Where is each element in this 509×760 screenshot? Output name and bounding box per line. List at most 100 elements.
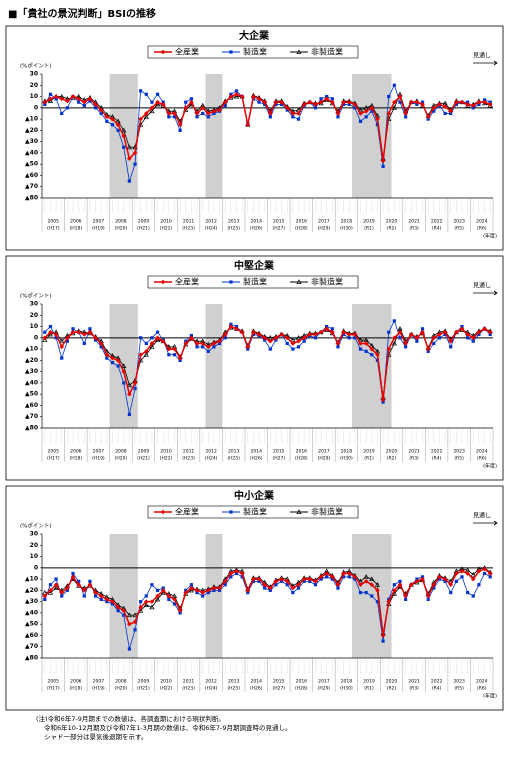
- data-point: [431, 335, 437, 341]
- era-label: (R4): [432, 686, 442, 692]
- data-point: [352, 574, 358, 580]
- era-label: (R6): [477, 456, 487, 462]
- data-point: [251, 576, 256, 582]
- data-point: [397, 582, 403, 588]
- era-label: (R5): [454, 686, 464, 692]
- y-tick-label: ▲40: [25, 609, 38, 616]
- data-point: [262, 335, 267, 341]
- panel-title: 中小企業: [234, 489, 275, 502]
- legend-marker: [229, 510, 233, 514]
- era-label: (H22): [160, 456, 173, 462]
- data-point: [274, 583, 278, 587]
- data-point: [121, 133, 127, 139]
- data-point: [155, 335, 160, 341]
- data-point: [442, 329, 448, 335]
- panel-title: 中堅企業: [234, 259, 275, 272]
- data-point: [105, 119, 109, 123]
- data-point: [143, 599, 149, 604]
- data-point: [223, 583, 227, 587]
- data-point: [415, 339, 419, 343]
- data-point: [178, 128, 182, 132]
- legend-marker: [229, 50, 233, 54]
- data-point: [335, 582, 341, 588]
- data-point: [110, 599, 115, 604]
- data-point: [460, 575, 464, 579]
- data-point: [256, 96, 262, 102]
- year-label: 2009: [138, 449, 150, 455]
- y-tick-label: 20: [30, 312, 38, 319]
- data-point: [465, 571, 470, 576]
- data-point: [194, 588, 200, 593]
- data-point: [53, 94, 59, 99]
- data-point: [188, 587, 194, 593]
- data-point: [301, 335, 307, 341]
- y-tick-label: 20: [30, 82, 38, 89]
- data-point: [42, 593, 48, 599]
- era-label: (H30): [340, 456, 353, 462]
- legend-box: [147, 45, 359, 59]
- era-label: (H17): [47, 456, 60, 462]
- data-point: [228, 571, 234, 576]
- data-point: [324, 326, 329, 332]
- data-point: [279, 332, 284, 337]
- data-point: [222, 579, 228, 584]
- data-point: [290, 341, 296, 346]
- year-label: 2008: [115, 449, 127, 455]
- era-label: (R4): [432, 456, 442, 462]
- data-point: [263, 586, 267, 590]
- data-point: [138, 116, 143, 122]
- data-point: [466, 336, 470, 340]
- data-point: [437, 336, 442, 340]
- data-point: [65, 98, 70, 104]
- data-point: [420, 576, 425, 582]
- data-point: [70, 94, 76, 99]
- era-label: (R2): [387, 226, 397, 232]
- data-point: [143, 111, 149, 116]
- data-point: [245, 122, 251, 128]
- data-point: [155, 99, 160, 105]
- y-tick-label: 10: [30, 323, 38, 330]
- era-label: (H21): [137, 226, 150, 232]
- year-label: 2012: [205, 449, 217, 455]
- legend-label: 製造業: [243, 507, 267, 517]
- data-point: [217, 585, 222, 591]
- era-label: (H29): [318, 686, 331, 692]
- data-point: [449, 345, 453, 349]
- data-point: [206, 349, 210, 353]
- data-point: [65, 335, 70, 341]
- data-point: [177, 122, 183, 128]
- y-tick-label: ▲50: [25, 391, 38, 398]
- data-point: [324, 96, 329, 102]
- year-label: 2006: [70, 219, 82, 225]
- data-point: [121, 608, 127, 613]
- data-point: [59, 590, 65, 595]
- data-point: [380, 633, 386, 638]
- data-point: [167, 597, 171, 601]
- data-point: [160, 338, 166, 344]
- data-point: [268, 585, 273, 591]
- data-point: [268, 338, 273, 344]
- data-point: [398, 100, 402, 104]
- data-point: [437, 332, 442, 337]
- data-point: [88, 327, 92, 331]
- note: シャド一部分は景気後退期を示す。: [44, 732, 147, 741]
- legend-label: 全産業: [175, 47, 199, 57]
- data-point: [139, 89, 143, 93]
- data-point: [166, 346, 172, 352]
- data-point: [217, 107, 222, 113]
- data-point: [251, 329, 256, 335]
- data-point: [59, 344, 65, 350]
- year-label: 2019: [363, 219, 375, 225]
- data-point: [251, 94, 256, 99]
- data-point: [391, 105, 397, 110]
- data-point: [133, 386, 137, 391]
- data-point: [313, 332, 318, 337]
- data-point: [273, 579, 279, 584]
- year-label: 2020: [386, 679, 398, 685]
- data-point: [420, 327, 425, 331]
- data-point: [476, 329, 482, 335]
- data-point: [160, 102, 166, 107]
- data-point: [132, 612, 138, 618]
- data-point: [138, 352, 143, 358]
